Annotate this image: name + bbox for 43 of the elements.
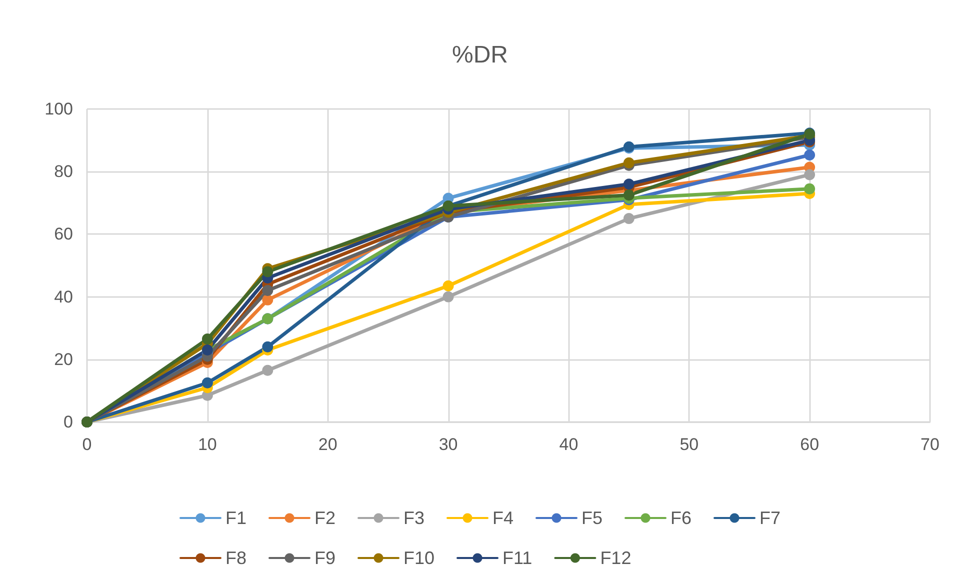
legend-label: F6 — [670, 508, 692, 528]
point — [623, 213, 634, 224]
x-tick-label: 30 — [438, 435, 458, 454]
y-tick-label: 100 — [44, 100, 73, 118]
legend-label: F5 — [582, 508, 603, 528]
point — [623, 190, 634, 201]
x-tick-label: 20 — [318, 435, 338, 454]
legend-label: F7 — [760, 508, 781, 528]
y-tick-label: 0 — [64, 412, 73, 432]
point — [804, 183, 816, 194]
point — [262, 285, 274, 296]
point — [804, 169, 816, 180]
y-tick-label: 20 — [54, 350, 73, 369]
point — [623, 157, 634, 168]
legend-label: F9 — [314, 548, 336, 568]
point — [442, 291, 454, 302]
point — [262, 341, 274, 352]
x-tick-label: 0 — [82, 435, 92, 454]
legend-label: F2 — [314, 508, 336, 528]
legend-label: F12 — [600, 548, 632, 568]
legend-label: F3 — [403, 508, 425, 528]
chart-title: %DR — [452, 42, 508, 68]
x-tick-label: 40 — [559, 435, 578, 454]
y-tick-label: 60 — [54, 224, 73, 244]
legend-label: F4 — [492, 508, 514, 528]
point — [623, 178, 634, 190]
point — [442, 280, 454, 292]
legend-label: F8 — [225, 548, 246, 568]
x-tick-label: 60 — [800, 435, 820, 454]
x-tick-label: 70 — [920, 435, 940, 454]
legend-label: F11 — [502, 548, 532, 568]
legend-label: F1 — [225, 508, 246, 528]
point — [262, 266, 274, 278]
point — [262, 294, 274, 306]
x-tick-label: 10 — [198, 435, 217, 454]
y-tick-label: 80 — [54, 162, 73, 182]
point — [804, 150, 816, 161]
point — [262, 364, 274, 376]
y-tick-label: 40 — [54, 287, 73, 306]
point — [202, 377, 213, 388]
point — [202, 334, 213, 345]
x-tick-label: 50 — [680, 435, 699, 454]
legend-label: F10 — [403, 548, 435, 568]
